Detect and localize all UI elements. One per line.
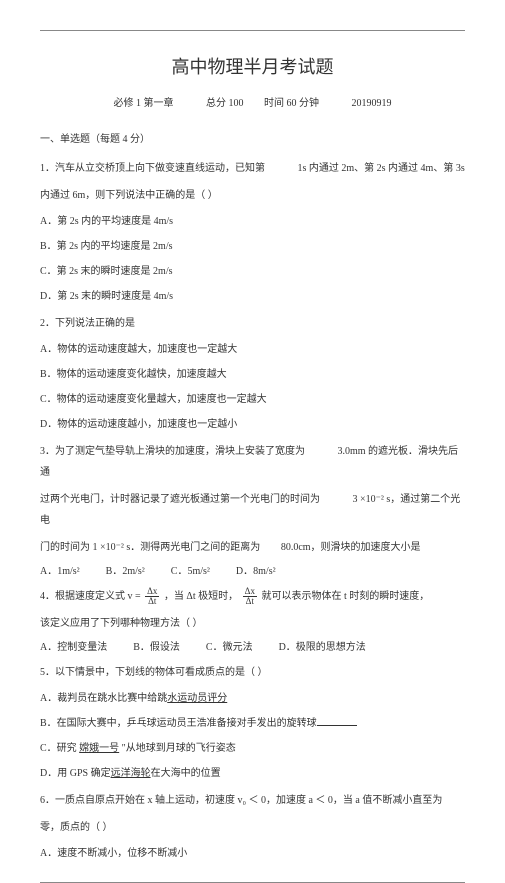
q6-A: A．速度不断减小，位移不断减小 bbox=[40, 844, 465, 864]
q3-line2: 过两个光电门，计时器记录了遮光板通过第一个光电门的时间为 3 ×10⁻² s，通… bbox=[40, 489, 465, 531]
top-rule bbox=[40, 30, 465, 31]
q3-B: B．2m/s² bbox=[106, 564, 145, 580]
q1-D: D．第 2s 末的瞬时速度是 4m/s bbox=[40, 287, 465, 307]
q2-stem: 2．下列说法正确的是 bbox=[40, 313, 465, 334]
q5-stem: 5．以下情景中，下划线的物体可看成质点的是（ ） bbox=[40, 662, 465, 683]
q3-stem-f: 80.0cm，则滑块的加速度大小是 bbox=[281, 542, 421, 553]
q4-stem-c: 就可以表示物体在 t 时刻的瞬时速度， bbox=[261, 591, 429, 602]
q5-C-b: "从地球到月球的飞行姿态 bbox=[122, 743, 236, 754]
q4-frac1: Δx Δt bbox=[145, 587, 159, 606]
q5-A: A．裁判员在跳水比赛中给跳水运动员评分 bbox=[40, 689, 465, 709]
q5-C-a: C．研究 bbox=[40, 743, 77, 754]
q4-frac2-den: Δt bbox=[243, 597, 257, 606]
subtitle-time: 时间 60 分钟 bbox=[264, 98, 319, 109]
q4-stem-a: 4．根据速度定义式 v = bbox=[40, 591, 141, 602]
section-head-1: 一、单选题（每题 4 分） bbox=[40, 132, 465, 148]
q1-stem-2: 内通过 6m，则下列说法中正确的是（ ） bbox=[40, 185, 465, 206]
q4-D: D．极限的思想方法 bbox=[279, 640, 366, 656]
q1-B: B．第 2s 内的平均速度是 2m/s bbox=[40, 237, 465, 257]
page-title: 高中物理半月考试题 bbox=[40, 53, 465, 82]
q5-D-a: D．用 GPS 确定 bbox=[40, 768, 111, 779]
q3-line1: 3．为了测定气垫导轨上滑块的加速度，滑块上安装了宽度为 3.0mm 的遮光板．滑… bbox=[40, 441, 465, 483]
q5-B-a: B．在国际大赛中，乒乓球运动员王浩准备接对手发出的旋转球 bbox=[40, 718, 317, 729]
subtitle-book: 必修 1 第一章 bbox=[114, 98, 174, 109]
q5-C: C．研究 嫦娥一号 "从地球到月球的飞行姿态 bbox=[40, 739, 465, 759]
q4-B: B．假设法 bbox=[133, 640, 180, 656]
q4-stem-b: ，当 Δt 极短时， bbox=[164, 591, 238, 602]
q4-frac2: Δx Δt bbox=[243, 587, 257, 606]
q4-line1: 4．根据速度定义式 v = Δx Δt ，当 Δt 极短时， Δx Δt 就可以… bbox=[40, 586, 465, 607]
q5-A-u: 水运动员评分 bbox=[167, 693, 227, 704]
q1-stem-b: 1s 内通过 2m、第 2s 内通过 4m、第 3s bbox=[298, 163, 465, 174]
q3-stem-c: 过两个光电门，计时器记录了遮光板通过第一个光电门的时间为 bbox=[40, 494, 320, 505]
q2-D: D．物体的运动速度越小，加速度也一定越小 bbox=[40, 415, 465, 435]
q5-D-b: 在大海中的位置 bbox=[151, 768, 221, 779]
q4-options: A．控制变量法 B．假设法 C．微元法 D．极限的思想方法 bbox=[40, 640, 465, 656]
q4-A: A．控制变量法 bbox=[40, 640, 107, 656]
q3-options: A．1m/s² B．2m/s² C．5m/s² D．8m/s² bbox=[40, 564, 465, 580]
q3-stem-a: 3．为了测定气垫导轨上滑块的加速度，滑块上安装了宽度为 bbox=[40, 446, 305, 457]
q4-line2: 该定义应用了下列哪种物理方法（ ） bbox=[40, 613, 465, 634]
q1-A: A．第 2s 内的平均速度是 4m/s bbox=[40, 212, 465, 232]
q2-A: A．物体的运动速度越大，加速度也一定越大 bbox=[40, 340, 465, 360]
q4-frac1-den: Δt bbox=[145, 597, 159, 606]
q3-A: A．1m/s² bbox=[40, 564, 80, 580]
q5-C-u: 嫦娥一号 bbox=[79, 743, 119, 754]
q3-C: C．5m/s² bbox=[171, 564, 210, 580]
subtitle-date: 20190919 bbox=[352, 98, 392, 109]
q2-B: B．物体的运动速度变化越快，加速度越大 bbox=[40, 365, 465, 385]
q5-D-u: 远洋海轮 bbox=[111, 768, 151, 779]
q4-C: C．微元法 bbox=[206, 640, 253, 656]
page-subtitle: 必修 1 第一章 总分 100 时间 60 分钟 20190919 bbox=[40, 96, 465, 112]
subtitle-score: 总分 100 bbox=[206, 98, 244, 109]
q6-line2: 零，质点的（ ） bbox=[40, 817, 465, 838]
q5-B: B．在国际大赛中，乒乓球运动员王浩准备接对手发出的旋转球 bbox=[40, 714, 465, 734]
q2-C: C．物体的运动速度变化量越大，加速度也一定越大 bbox=[40, 390, 465, 410]
q5-D: D．用 GPS 确定远洋海轮在大海中的位置 bbox=[40, 764, 465, 784]
q3-D: D．8m/s² bbox=[236, 564, 276, 580]
q6-line1: 6．一质点自原点开始在 x 轴上运动，初速度 v₀ ＜ 0，加速度 a ＜ 0，… bbox=[40, 790, 465, 811]
q5-A-a: A．裁判员在跳水比赛中给跳 bbox=[40, 693, 167, 704]
q5-B-blank bbox=[317, 725, 357, 726]
q3-line3: 门的时间为 1 ×10⁻² s．测得两光电门之间的距离为 80.0cm，则滑块的… bbox=[40, 537, 465, 558]
q1-stem-a: 1．汽车从立交桥顶上向下做变速直线运动，已知第 bbox=[40, 163, 265, 174]
q3-stem-e: 门的时间为 1 ×10⁻² s．测得两光电门之间的距离为 bbox=[40, 542, 260, 553]
q1-C: C．第 2s 末的瞬时速度是 2m/s bbox=[40, 262, 465, 282]
q1-stem: 1．汽车从立交桥顶上向下做变速直线运动，已知第 1s 内通过 2m、第 2s 内… bbox=[40, 158, 465, 179]
